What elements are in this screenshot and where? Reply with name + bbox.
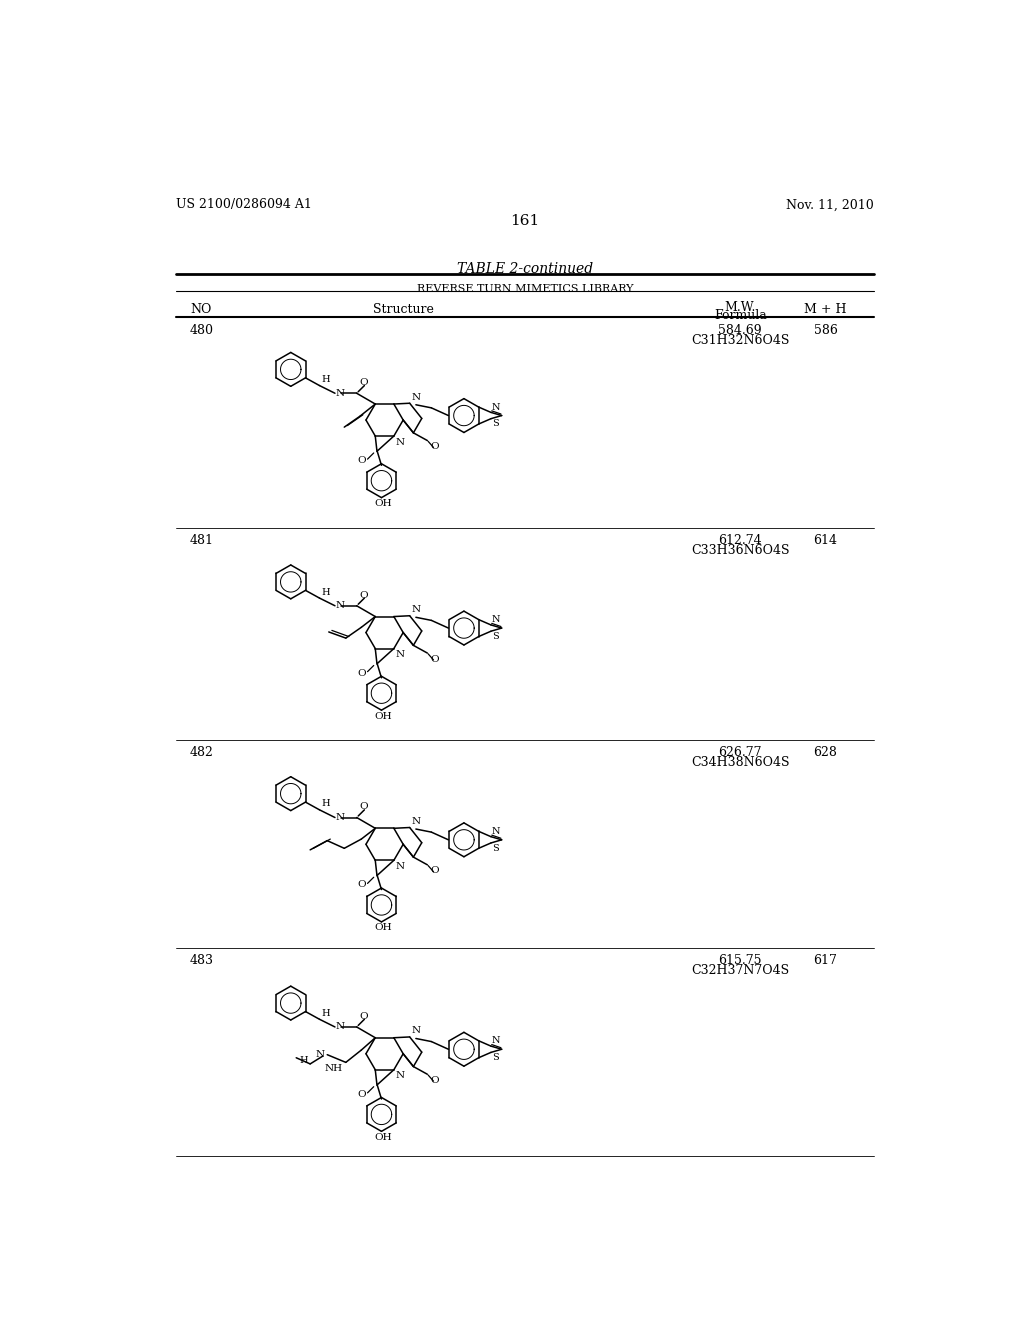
Text: C34H38N6O4S: C34H38N6O4S bbox=[691, 756, 790, 770]
Text: 614: 614 bbox=[813, 535, 838, 548]
Text: 617: 617 bbox=[813, 954, 838, 966]
Text: Formula: Formula bbox=[714, 309, 767, 322]
Text: S: S bbox=[492, 632, 499, 642]
Text: H: H bbox=[321, 800, 330, 808]
Text: 628: 628 bbox=[813, 746, 838, 759]
Text: N: N bbox=[492, 615, 501, 624]
Text: N: N bbox=[395, 437, 404, 446]
Text: NO: NO bbox=[190, 304, 211, 317]
Text: 483: 483 bbox=[190, 954, 214, 966]
Text: O: O bbox=[357, 1090, 366, 1098]
Text: O: O bbox=[430, 655, 439, 664]
Text: N: N bbox=[336, 389, 345, 397]
Text: N: N bbox=[336, 1023, 345, 1031]
Text: S: S bbox=[492, 843, 499, 853]
Text: O: O bbox=[430, 442, 439, 451]
Text: C32H37N7O4S: C32H37N7O4S bbox=[691, 964, 790, 977]
Text: O: O bbox=[357, 880, 366, 890]
Text: OH: OH bbox=[374, 499, 392, 508]
Text: N: N bbox=[412, 1027, 420, 1035]
Text: N: N bbox=[395, 1072, 404, 1080]
Text: REVERSE TURN MIMETICS LIBRARY: REVERSE TURN MIMETICS LIBRARY bbox=[417, 284, 633, 294]
Text: 626.77: 626.77 bbox=[719, 746, 762, 759]
Text: US 2100/0286094 A1: US 2100/0286094 A1 bbox=[176, 198, 312, 211]
Text: N: N bbox=[395, 862, 404, 871]
Text: O: O bbox=[430, 866, 439, 875]
Text: N: N bbox=[492, 403, 501, 412]
Text: 481: 481 bbox=[190, 535, 214, 548]
Text: N: N bbox=[336, 602, 345, 610]
Text: S: S bbox=[492, 1053, 499, 1063]
Text: N: N bbox=[395, 649, 404, 659]
Text: N: N bbox=[412, 605, 420, 614]
Text: O: O bbox=[359, 378, 369, 387]
Text: Structure: Structure bbox=[373, 304, 433, 317]
Text: N: N bbox=[315, 1051, 325, 1059]
Text: OH: OH bbox=[374, 711, 392, 721]
Text: NH: NH bbox=[325, 1064, 343, 1073]
Text: Nov. 11, 2010: Nov. 11, 2010 bbox=[785, 198, 873, 211]
Text: OH: OH bbox=[374, 1133, 392, 1142]
Text: 584.69: 584.69 bbox=[719, 323, 762, 337]
Text: M.W.: M.W. bbox=[725, 301, 756, 314]
Text: O: O bbox=[357, 455, 366, 465]
Text: 161: 161 bbox=[510, 214, 540, 228]
Text: N: N bbox=[492, 826, 501, 836]
Text: N: N bbox=[492, 1036, 501, 1045]
Text: N: N bbox=[412, 817, 420, 826]
Text: N: N bbox=[336, 813, 345, 822]
Text: 482: 482 bbox=[190, 746, 214, 759]
Text: 480: 480 bbox=[190, 323, 214, 337]
Text: O: O bbox=[359, 803, 369, 812]
Text: H: H bbox=[299, 1056, 308, 1065]
Text: OH: OH bbox=[374, 924, 392, 932]
Text: TABLE 2-continued: TABLE 2-continued bbox=[457, 263, 593, 276]
Text: 615.75: 615.75 bbox=[719, 954, 762, 966]
Text: O: O bbox=[430, 1076, 439, 1085]
Text: S: S bbox=[492, 420, 499, 429]
Text: C31H32N6O4S: C31H32N6O4S bbox=[691, 334, 790, 347]
Text: O: O bbox=[359, 590, 369, 599]
Text: C33H36N6O4S: C33H36N6O4S bbox=[691, 544, 790, 557]
Text: H: H bbox=[321, 1008, 330, 1018]
Text: O: O bbox=[359, 1012, 369, 1020]
Text: 586: 586 bbox=[813, 323, 838, 337]
Text: H: H bbox=[321, 587, 330, 597]
Text: H: H bbox=[321, 375, 330, 384]
Text: 612.74: 612.74 bbox=[719, 535, 762, 548]
Text: O: O bbox=[357, 668, 366, 677]
Text: M + H: M + H bbox=[804, 304, 847, 317]
Text: N: N bbox=[412, 392, 420, 401]
